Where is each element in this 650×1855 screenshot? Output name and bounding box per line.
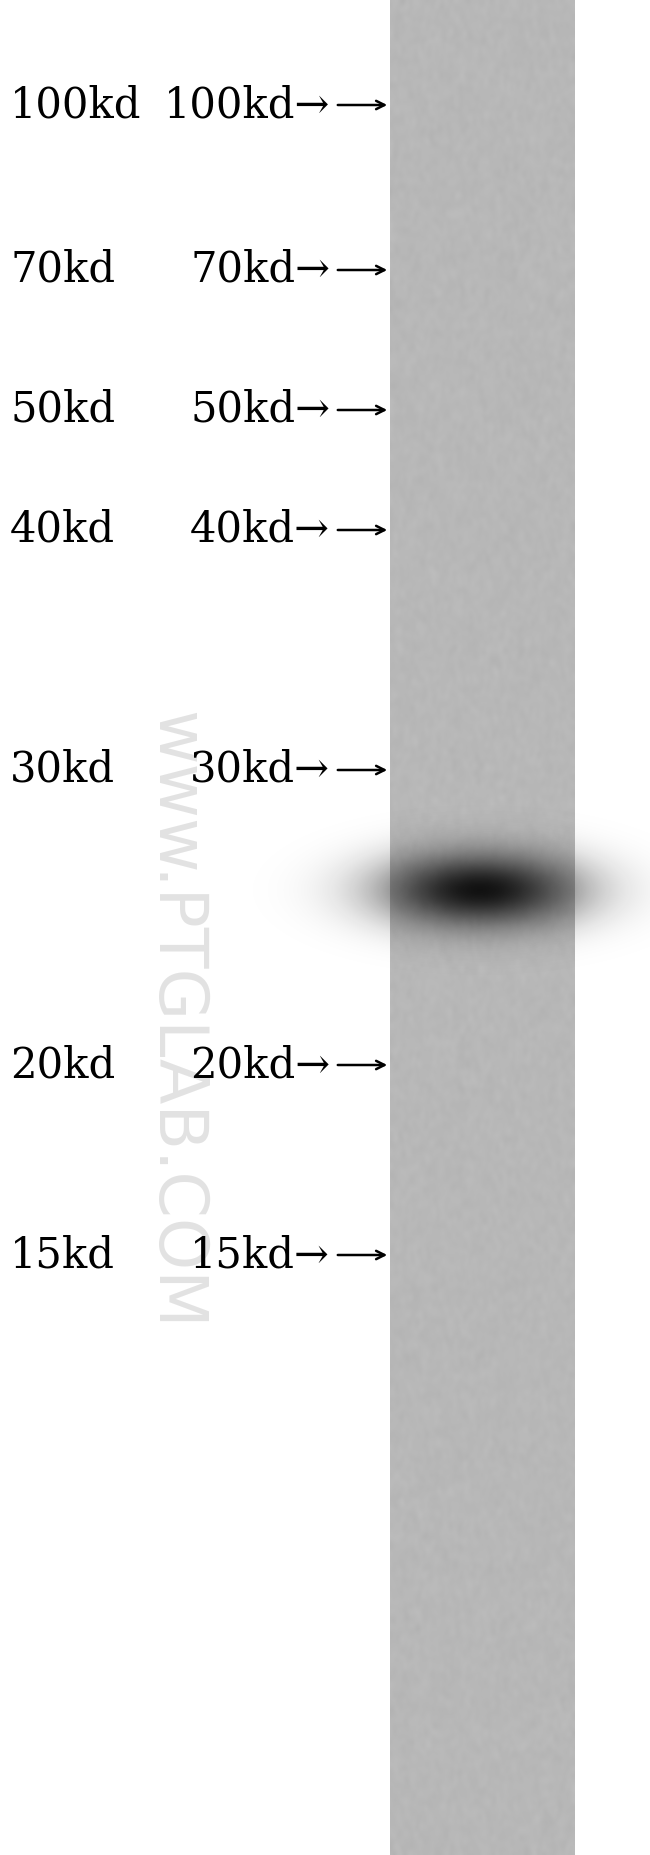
Text: 70kd: 70kd xyxy=(10,249,115,291)
Text: 70kd→: 70kd→ xyxy=(190,249,330,291)
Text: 15kd→: 15kd→ xyxy=(190,1234,330,1276)
Bar xyxy=(390,0,575,1855)
Text: 20kd: 20kd xyxy=(10,1044,115,1085)
Text: 15kd: 15kd xyxy=(10,1234,115,1276)
Text: 100kd→: 100kd→ xyxy=(164,83,330,126)
Text: 30kd→: 30kd→ xyxy=(190,749,330,790)
Text: 30kd: 30kd xyxy=(10,749,115,790)
Text: 20kd→: 20kd→ xyxy=(190,1044,330,1085)
Text: 50kd: 50kd xyxy=(10,390,115,430)
Text: 40kd→: 40kd→ xyxy=(190,508,330,551)
Text: 100kd: 100kd xyxy=(10,83,142,126)
Text: 50kd→: 50kd→ xyxy=(190,390,330,430)
Text: www.PTGLAB.COM: www.PTGLAB.COM xyxy=(142,710,209,1330)
Text: 40kd: 40kd xyxy=(10,508,115,551)
